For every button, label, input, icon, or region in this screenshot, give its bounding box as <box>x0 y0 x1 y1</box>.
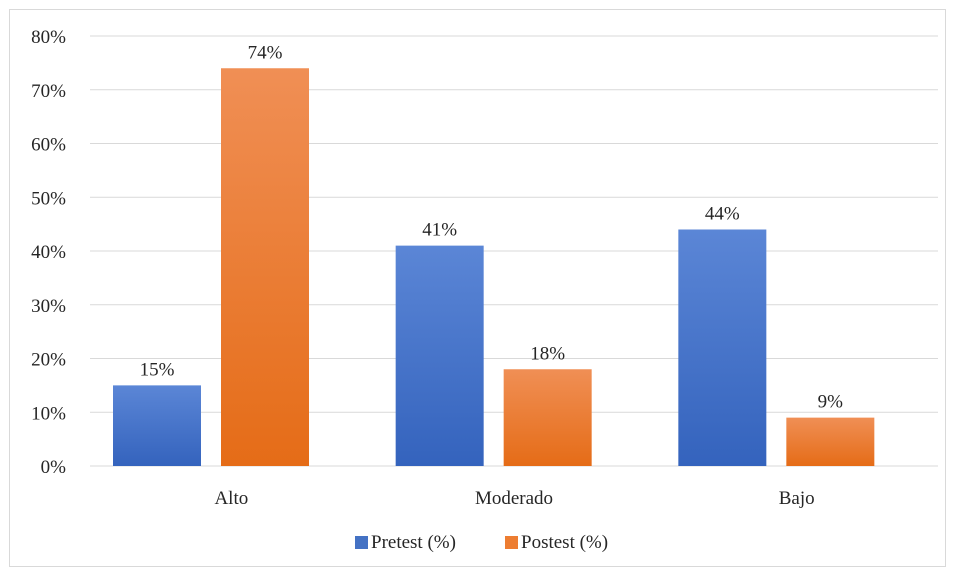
category-label-moderado: Moderado <box>475 488 553 509</box>
y-tick-label: 0% <box>41 457 67 478</box>
legend-label-pretest: Pretest (%) <box>371 532 456 553</box>
data-label: 15% <box>140 359 175 380</box>
y-tick-label: 30% <box>31 296 66 317</box>
bar-moderado-postest <box>503 369 592 466</box>
data-labels: 15% 74% 41% 18% 44% 9% <box>140 42 844 412</box>
data-label: 18% <box>530 343 565 364</box>
y-tick-label: 70% <box>31 81 66 102</box>
data-label: 9% <box>818 392 844 413</box>
bar-alto-pretest <box>113 385 201 466</box>
bar-bajo-pretest <box>678 229 767 466</box>
legend-swatch-pretest <box>355 536 368 549</box>
x-axis-category-labels: Alto Moderado Bajo <box>214 488 814 509</box>
y-tick-label: 60% <box>31 135 66 156</box>
data-label: 74% <box>248 42 283 63</box>
data-label: 41% <box>422 220 457 241</box>
category-label-bajo: Bajo <box>779 488 815 509</box>
y-tick-label: 40% <box>31 242 66 263</box>
legend: Pretest (%) Postest (%) <box>355 532 608 553</box>
category-label-alto: Alto <box>214 488 248 509</box>
y-tick-label: 20% <box>31 350 66 371</box>
y-tick-label: 80% <box>31 27 66 48</box>
bar-moderado-pretest <box>395 245 484 466</box>
legend-swatch-postest <box>505 536 518 549</box>
bar-alto-postest <box>221 68 309 466</box>
data-label: 44% <box>705 204 740 225</box>
y-tick-label: 10% <box>31 403 66 424</box>
legend-label-postest: Postest (%) <box>521 532 608 553</box>
bar-bajo-postest <box>786 417 875 466</box>
y-axis-tick-labels: 0% 10% 20% 30% 40% 50% 60% 70% 80% <box>31 27 66 478</box>
y-tick-label: 50% <box>31 188 66 209</box>
bars <box>113 68 875 466</box>
